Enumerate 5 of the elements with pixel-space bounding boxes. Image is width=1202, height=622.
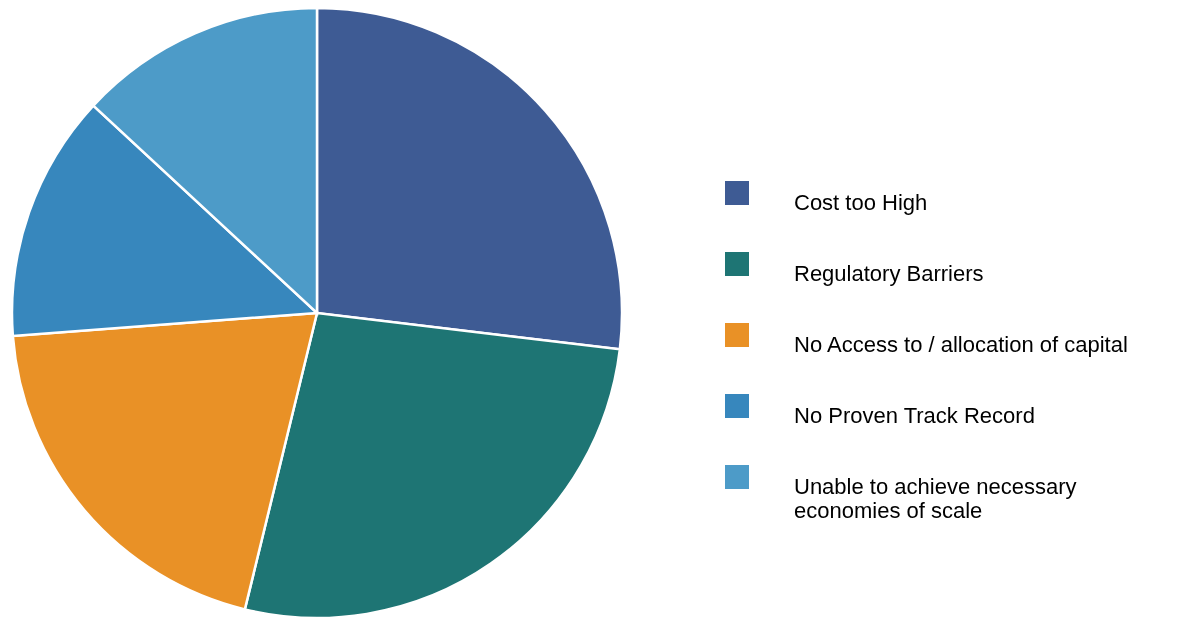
legend-label: Unable to achieve necessary economies of scale [794,474,1077,523]
legend-label: No Proven Track Record [794,403,1035,428]
legend-label: Regulatory Barriers [794,261,984,286]
legend-label: Cost too High [794,190,928,215]
legend-label: No Access to / allocation of capital [794,332,1128,357]
